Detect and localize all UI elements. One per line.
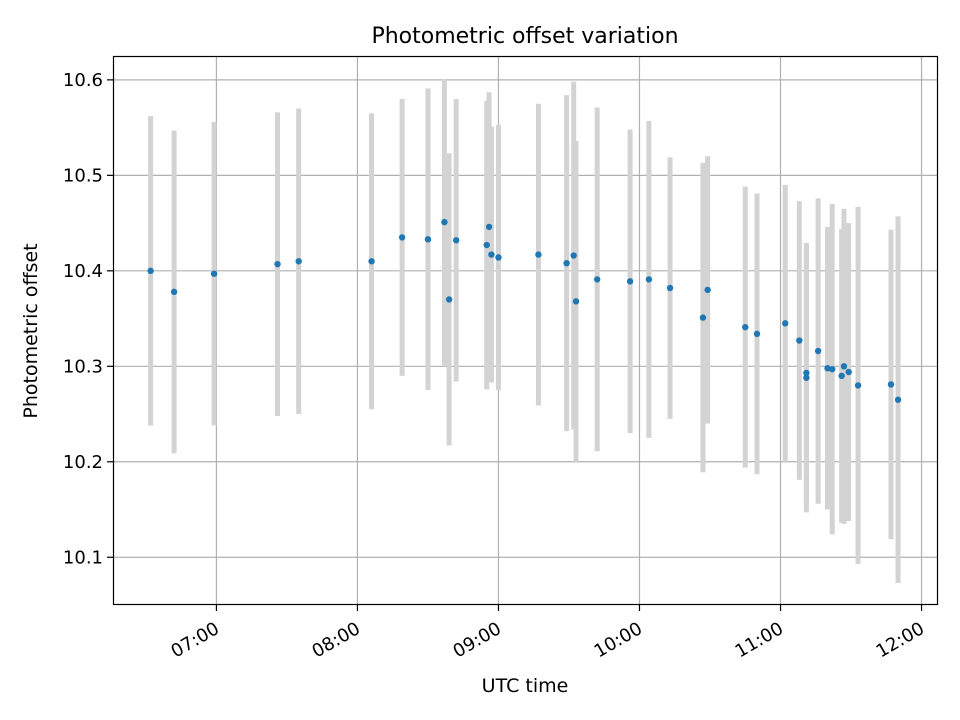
data-point (840, 363, 848, 370)
data-point (295, 258, 302, 265)
data-point (441, 218, 448, 226)
data-point (488, 251, 495, 258)
y-tick-label: 10.1 (63, 547, 103, 568)
data-point (535, 251, 542, 258)
data-point (704, 286, 711, 294)
y-tick-label: 10.6 (63, 70, 103, 91)
data-point (274, 260, 281, 268)
data-point (398, 234, 406, 241)
data-point (838, 372, 845, 380)
data-point (829, 365, 836, 373)
data-point (593, 276, 601, 283)
data-point (570, 252, 577, 259)
data-point (742, 323, 749, 331)
chart-title: Photometric offset variation (371, 24, 678, 49)
data-point (753, 330, 761, 338)
y-tick-label: 10.3 (63, 356, 103, 377)
data-point (170, 288, 178, 296)
plot-frame (112, 55, 939, 606)
data-point (483, 241, 490, 249)
data-point (626, 278, 634, 285)
data-point (563, 259, 570, 267)
data-point (147, 267, 154, 275)
data-point (803, 374, 810, 381)
y-axis-label: Photometric offset (20, 243, 42, 418)
y-tick-label: 10.4 (63, 261, 103, 282)
data-point (666, 284, 674, 292)
data-point (814, 347, 822, 355)
data-point (645, 276, 653, 283)
data-point (445, 296, 453, 303)
data-point (894, 396, 902, 403)
data-point (782, 320, 789, 327)
data-point (803, 369, 810, 377)
data-point (495, 254, 502, 261)
x-axis-label: UTC time (482, 675, 569, 697)
data-point (572, 298, 580, 305)
point-layer (147, 218, 902, 403)
y-axis-ticks: 10.1 10.2 10.3 10.4 10.5 10.6 (63, 70, 113, 568)
data-point (854, 382, 862, 389)
data-point (452, 237, 460, 244)
data-point (368, 258, 375, 265)
data-point (210, 270, 218, 277)
data-point (845, 368, 852, 376)
data-point (424, 236, 432, 243)
data-point (796, 337, 803, 344)
data-point (699, 314, 707, 321)
y-tick-label: 10.5 (63, 165, 103, 186)
y-tick-label: 10.2 (63, 452, 103, 473)
data-point (887, 381, 895, 388)
data-point (485, 223, 493, 231)
